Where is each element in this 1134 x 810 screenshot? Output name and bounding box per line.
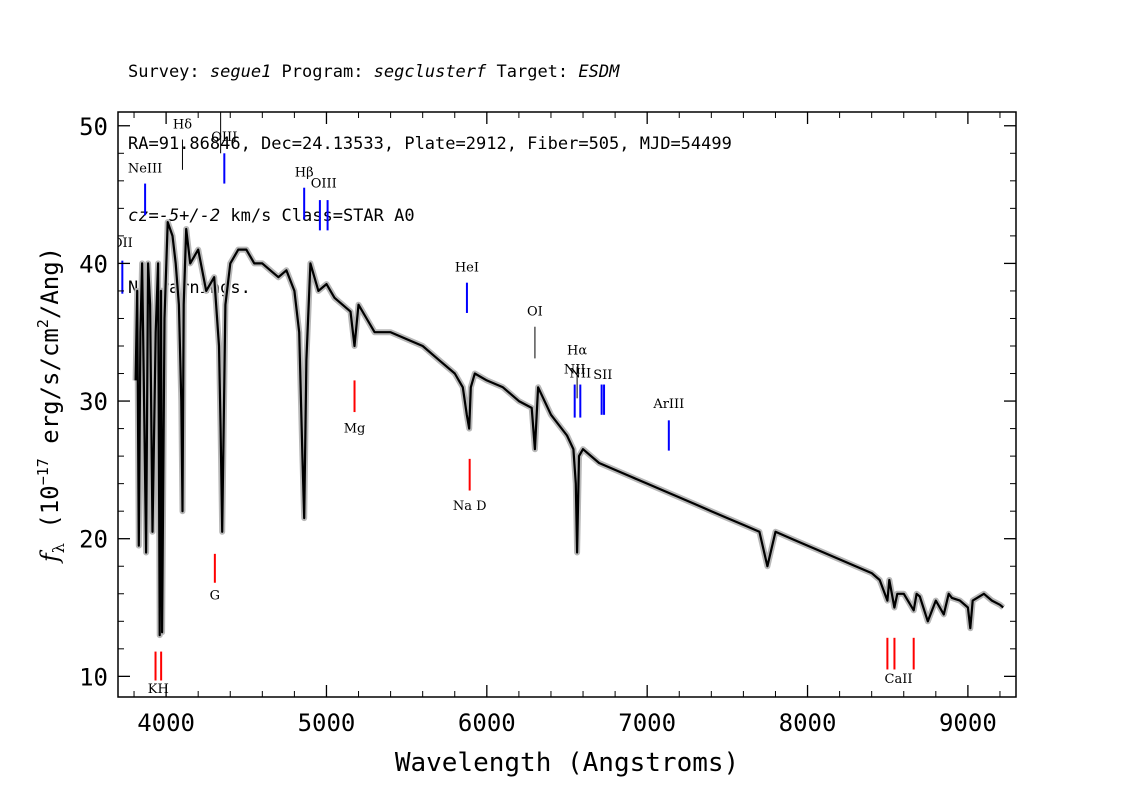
header-redshift-part: cz=-5+/-2 [128, 206, 221, 226]
line-label-18: ArIII [652, 397, 684, 412]
line-label-11: OIII [311, 177, 337, 192]
header-survey-line: Survey: segue1 Program: segclusterf Targ… [128, 60, 732, 84]
line-label-8: Hγ [211, 87, 230, 102]
y-tick-label: 10 [79, 663, 108, 691]
x-tick-label: 9000 [939, 709, 997, 737]
line-label-7: Hδ [173, 118, 192, 133]
header-survey-part: segue1 [209, 62, 272, 82]
plot-frame [117, 111, 1017, 698]
y-tick-label: 30 [79, 388, 108, 416]
line-label-17: SII [593, 368, 612, 383]
y-label-mid: erg/s/cm [36, 328, 64, 458]
line-label-13: OI [527, 305, 543, 320]
y-label-pre: (10 [36, 485, 64, 543]
spectrum-header: Survey: segue1 Program: segclusterf Targ… [128, 12, 732, 324]
line-label-2: Mg [344, 422, 366, 437]
header-survey-part: ESDM [578, 62, 620, 82]
y-tick-label: 50 [79, 113, 108, 141]
line-label-6: NeIII [128, 162, 162, 177]
y-tick-label: 20 [79, 526, 108, 554]
line-label-0: KH [148, 682, 169, 697]
header-redshift-line: cz=-5+/-2 km/s Class=STAR A0 [128, 204, 732, 228]
x-tick-label: 6000 [458, 709, 516, 737]
x-tick-label: 5000 [298, 709, 356, 737]
header-survey-part: segclusterf [373, 62, 487, 82]
line-label-3: Na D [453, 499, 487, 514]
line-label-5: OII [112, 236, 133, 251]
y-label-sup1: −17 [34, 458, 52, 485]
x-axis-label: Wavelength (Angstroms) [395, 748, 739, 778]
header-coordinates-line: RA=91.86846, Dec=24.13533, Plate=2912, F… [128, 134, 732, 154]
line-label-16: NII [569, 367, 591, 382]
x-tick-label: 8000 [779, 709, 837, 737]
line-label-1: G [210, 588, 220, 603]
header-survey-part: Target: [486, 62, 579, 82]
y-label-post: /Ang) [36, 247, 64, 319]
line-label-15: Hα [567, 343, 587, 358]
header-redshift-part: km/s Class=STAR A0 [220, 206, 415, 226]
line-label-12: HeI [455, 261, 479, 276]
x-tick-label: 4000 [137, 709, 195, 737]
y-axis-label: fλ (10−17 erg/s/cm2/Ang) [34, 247, 68, 564]
line-label-4: CaII [885, 672, 913, 687]
x-tick-label: 7000 [618, 709, 676, 737]
line-label-9: OIII [211, 130, 237, 145]
line-label-14: NII [564, 363, 586, 378]
header-survey-part: Program: [271, 62, 374, 82]
y-tick-label: 40 [79, 250, 108, 278]
y-label-sub: λ [49, 543, 68, 553]
spectrum-line [134, 221, 1004, 637]
y-label-sup2: 2 [34, 319, 52, 328]
header-survey-part: Survey: [128, 62, 210, 82]
line-label-10: Hβ [295, 166, 314, 181]
